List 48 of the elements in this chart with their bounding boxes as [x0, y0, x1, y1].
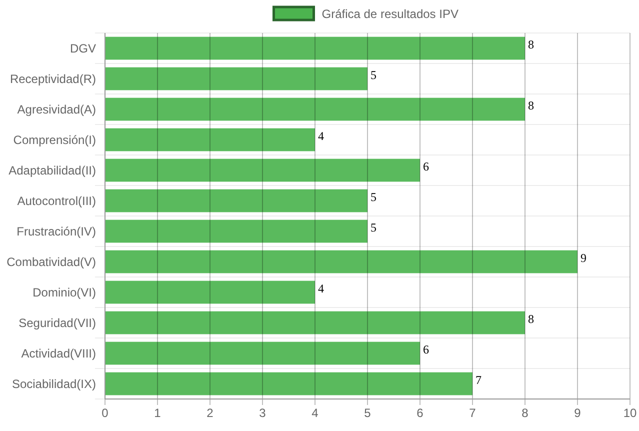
- bar: [105, 128, 315, 152]
- y-tick-label: Dominio(VI): [32, 285, 96, 300]
- data-label: 8: [528, 312, 534, 326]
- bar: [105, 36, 525, 60]
- x-tick-label: 0: [102, 406, 109, 420]
- data-label: 6: [423, 159, 429, 174]
- data-label: 6: [423, 342, 429, 356]
- bar: [105, 311, 525, 334]
- data-label: 5: [370, 68, 376, 82]
- data-label: 9: [580, 250, 586, 265]
- y-tick-label: Seguridad(VII): [18, 316, 96, 330]
- bar: [105, 372, 472, 396]
- data-label: 8: [528, 98, 534, 112]
- y-tick-label: Adaptabilidad(II): [8, 163, 96, 178]
- y-tick-label: Autocontrol(III): [17, 194, 96, 208]
- data-label: 5: [370, 220, 376, 234]
- bar: [105, 250, 578, 274]
- x-tick-label: 5: [364, 406, 372, 420]
- x-tick-label: 8: [522, 406, 529, 420]
- bar: [105, 280, 315, 304]
- x-tick-label: 4: [312, 406, 319, 420]
- x-tick-label: 10: [623, 406, 637, 420]
- y-tick-label: Frustración(IV): [16, 224, 96, 238]
- bar: [105, 67, 368, 90]
- legend-label: Gráfica de resultados IPV: [322, 7, 458, 22]
- y-tick-label: Sociabilidad(IX): [12, 376, 96, 391]
- bar: [105, 98, 525, 121]
- data-label: 4: [318, 128, 324, 143]
- y-tick-label: DGV: [70, 41, 96, 56]
- bar: [105, 189, 368, 212]
- bar: [105, 220, 368, 243]
- data-label: 7: [476, 372, 482, 387]
- x-tick-label: 3: [259, 406, 266, 420]
- y-tick-label: Actividad(VIII): [21, 346, 96, 360]
- y-tick-label: Receptividad(R): [10, 72, 96, 86]
- y-tick-label: Combatividad(V): [6, 254, 96, 269]
- data-label: 5: [370, 190, 376, 204]
- x-tick-label: 2: [206, 406, 214, 420]
- x-tick-label: 9: [574, 406, 582, 420]
- data-label: 4: [318, 281, 324, 296]
- x-tick-label: 7: [469, 406, 476, 420]
- y-tick-label: Agresividad(A): [17, 102, 96, 116]
- bar: [105, 158, 420, 182]
- x-tick-label: 1: [154, 406, 162, 420]
- data-label: 8: [528, 37, 534, 52]
- x-tick-label: 6: [416, 406, 424, 420]
- bar: [105, 342, 420, 365]
- y-tick-label: Comprensión(I): [13, 132, 96, 147]
